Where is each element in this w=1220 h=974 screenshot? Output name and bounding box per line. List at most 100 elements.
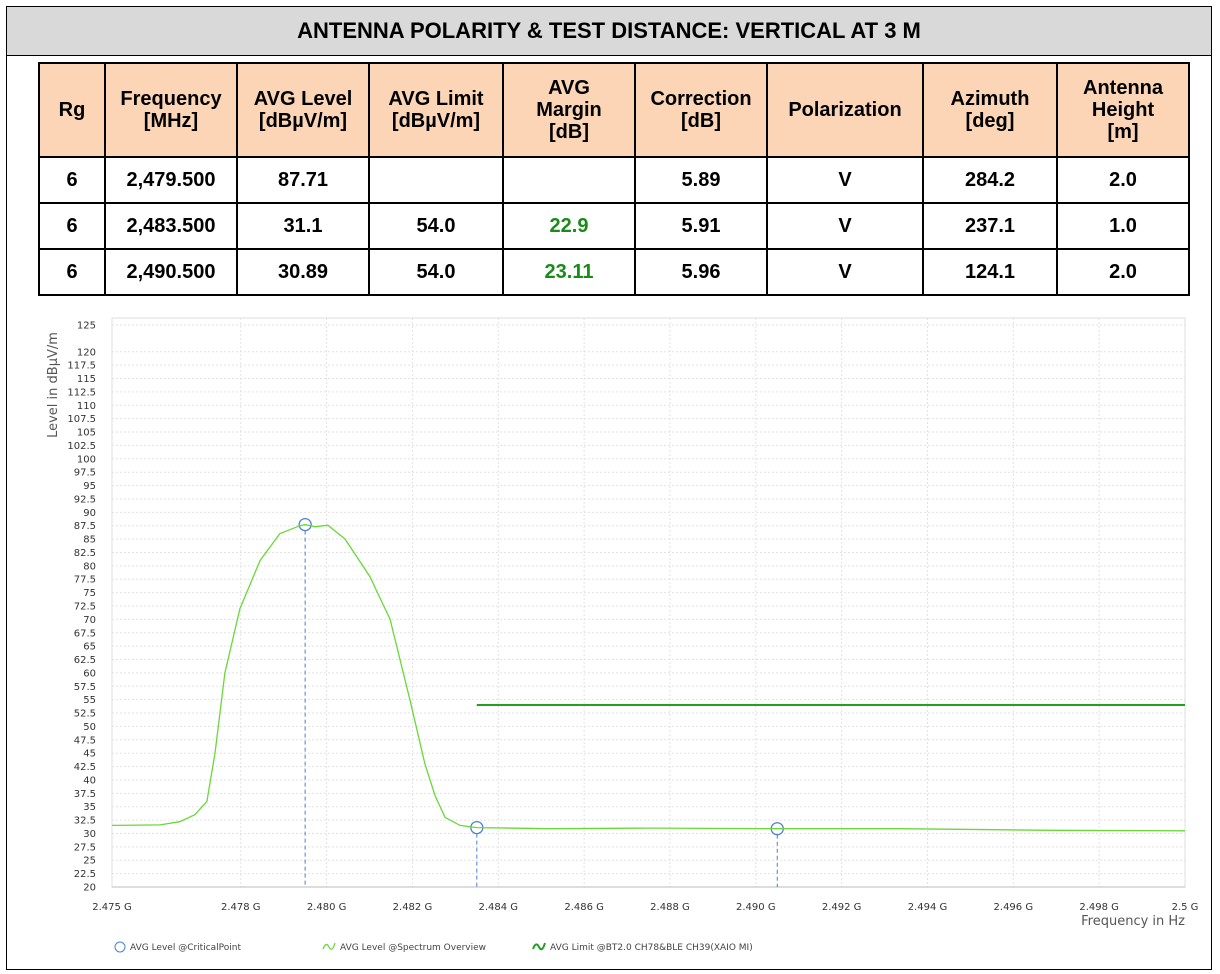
- y-tick-label: 37.5: [74, 789, 96, 800]
- y-tick-label: 77.5: [74, 575, 96, 586]
- results-table: Rg Frequency [MHz] AVG Level [dBµV/m] AVG L…: [38, 62, 1190, 296]
- x-tick-label: 2.480 G: [307, 902, 347, 913]
- x-tick-label: 2.475 G: [92, 902, 132, 913]
- y-tick-label: 62.5: [74, 655, 96, 666]
- y-tick-label: 95: [83, 481, 96, 492]
- table-cell: 31.1: [236, 202, 370, 250]
- table-row: 6 2,483.500 31.1 54.0 22.9 5.91 V 237.1 1.0: [38, 202, 1190, 250]
- table-cell: 1.0: [1056, 202, 1190, 250]
- table-cell: V: [766, 202, 924, 250]
- legend-symbol: [114, 941, 126, 953]
- table-cell: 2.0: [1056, 156, 1190, 204]
- y-tick-label: 27.5: [74, 842, 96, 853]
- y-tick-label: 100: [77, 454, 96, 465]
- y-tick-label: 92.5: [74, 494, 96, 505]
- y-tick-label: 55: [83, 695, 96, 706]
- legend-label: AVG Level @Spectrum Overview: [340, 943, 486, 953]
- y-tick-label: 40: [83, 775, 96, 786]
- y-tick-label: 60: [83, 668, 96, 679]
- y-axis-label: Level in dBµV/m: [46, 332, 61, 438]
- y-tick-label: 45: [83, 749, 96, 760]
- y-tick-label: 105: [77, 428, 96, 439]
- y-tick-label: 32.5: [74, 816, 96, 827]
- x-tick-label: 2.484 G: [478, 902, 518, 913]
- column-header: Correction [dB]: [634, 62, 768, 158]
- table-cell: 6: [38, 156, 106, 204]
- column-header: Polarization: [766, 62, 924, 158]
- table-cell: 54.0: [368, 202, 504, 250]
- table-cell: 5.91: [634, 202, 768, 250]
- table-cell: 6: [38, 248, 106, 296]
- y-tick-label: 67.5: [74, 628, 96, 639]
- table-cell: 284.2: [922, 156, 1058, 204]
- table-cell: 237.1: [922, 202, 1058, 250]
- column-header: Rg: [38, 62, 106, 158]
- table-cell: 2.0: [1056, 248, 1190, 296]
- y-tick-label: 70: [83, 615, 96, 626]
- legend-label: AVG Limit @BT2.0 CH78&BLE CH39(XAIO MI): [550, 943, 753, 953]
- legend-symbol: [322, 942, 336, 950]
- y-tick-label: 50: [83, 722, 96, 733]
- table-cell: V: [766, 156, 924, 204]
- x-tick-label: 2.496 G: [994, 902, 1034, 913]
- y-tick-label: 20: [83, 883, 96, 894]
- table-cell: 6: [38, 202, 106, 250]
- table-cell: 30.89: [236, 248, 370, 296]
- y-tick-label: 97.5: [74, 468, 96, 479]
- x-tick-label: 2.5 G: [1172, 902, 1199, 913]
- x-tick-label: 2.478 G: [221, 902, 261, 913]
- column-header: Azimuth [deg]: [922, 62, 1058, 158]
- y-tick-label: 102.5: [67, 441, 96, 452]
- header-row: Rg Frequency [MHz] AVG Level [dBµV/m] AVG L…: [38, 62, 1190, 158]
- table-cell: V: [766, 248, 924, 296]
- table-cell: 2,490.500: [104, 248, 238, 296]
- table-cell: 2,479.500: [104, 156, 238, 204]
- y-tick-label: 57.5: [74, 682, 96, 693]
- table-cell: 124.1: [922, 248, 1058, 296]
- table-cell: 2,483.500: [104, 202, 238, 250]
- y-tick-label: 82.5: [74, 548, 96, 559]
- critical-point: [298, 517, 312, 532]
- y-tick-label: 120: [77, 347, 96, 358]
- y-tick-label: 90: [83, 508, 96, 519]
- x-tick-label: 2.486 G: [564, 902, 604, 913]
- x-tick-label: 2.492 G: [822, 902, 862, 913]
- y-tick-label: 112.5: [67, 387, 96, 398]
- table-cell: 5.96: [634, 248, 768, 296]
- title-bar: ANTENNA POLARITY & TEST DISTANCE: VERTIC…: [6, 6, 1212, 56]
- table-cell: 54.0: [368, 248, 504, 296]
- table-cell: [368, 156, 504, 204]
- table-row: 6 2,479.500 87.71 5.89 V 284.2 2.0: [38, 156, 1190, 204]
- series-line: [111, 523, 1186, 832]
- y-tick-label: 85: [83, 535, 96, 546]
- x-tick-label: 2.498 G: [1079, 902, 1119, 913]
- x-tick-label: 2.482 G: [393, 902, 433, 913]
- legend-label: AVG Level @CriticalPoint: [130, 943, 241, 953]
- y-tick-label: 115: [77, 374, 96, 385]
- plot-panel: [111, 317, 1186, 888]
- y-tick-label: 30: [83, 829, 96, 840]
- table-cell: [502, 156, 636, 204]
- table-cell: 22.9: [502, 202, 636, 250]
- x-axis-label: Frequency in Hz: [1081, 914, 1185, 929]
- table-cell: 5.89: [634, 156, 768, 204]
- x-tick-label: 2.494 G: [908, 902, 948, 913]
- table-cell: 23.11: [502, 248, 636, 296]
- column-header: AVG Level [dBµV/m]: [236, 62, 370, 158]
- x-tick-label: 2.490 G: [736, 902, 776, 913]
- y-tick-label: 35: [83, 802, 96, 813]
- table-cell: 87.71: [236, 156, 370, 204]
- column-header: Frequency [MHz]: [104, 62, 238, 158]
- legend-symbol: [532, 942, 546, 951]
- column-header: AVG Limit [dBµV/m]: [368, 62, 504, 158]
- y-tick-label: 47.5: [74, 735, 96, 746]
- table-row: 6 2,490.500 30.89 54.0 23.11 5.96 V 124.1 2.0: [38, 248, 1190, 296]
- y-tick-label: 42.5: [74, 762, 96, 773]
- y-tick-label: 107.5: [67, 414, 96, 425]
- y-tick-label: 117.5: [67, 361, 96, 372]
- x-tick-label: 2.488 G: [650, 902, 690, 913]
- y-tick-label: 87.5: [74, 521, 96, 532]
- column-header: Antenna Height [m]: [1056, 62, 1190, 158]
